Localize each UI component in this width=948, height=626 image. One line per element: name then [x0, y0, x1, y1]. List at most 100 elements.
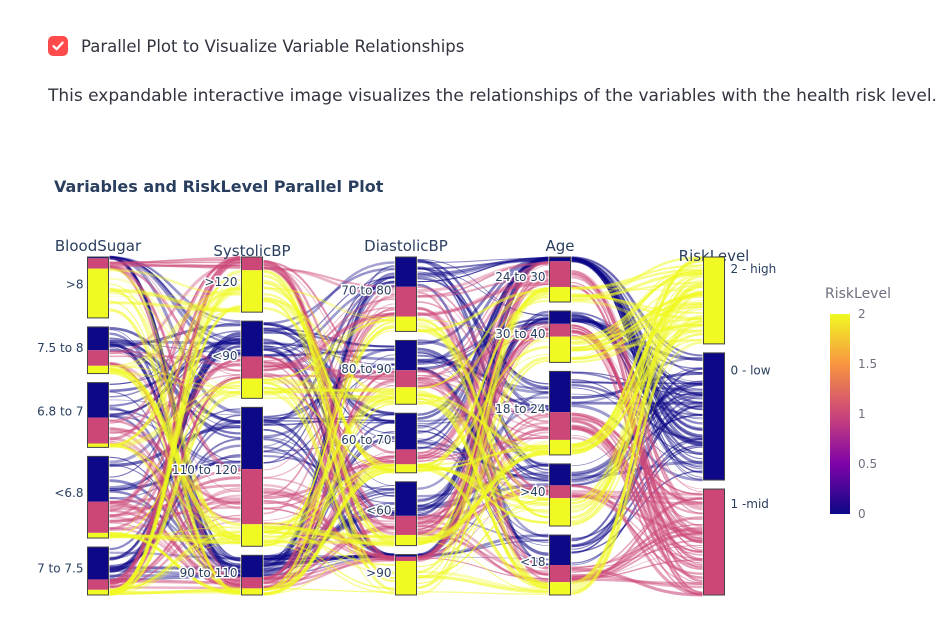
ribbon-line: [109, 345, 241, 462]
category-bar[interactable]: 90 to 110: [178, 554, 263, 596]
ribbon-line: [109, 264, 241, 267]
ribbon-line: [263, 287, 395, 321]
category-outline: [241, 256, 263, 313]
category-bar[interactable]: 70 to 80: [340, 256, 417, 332]
ribbon-line: [417, 394, 549, 589]
category-outline: [549, 310, 571, 363]
ribbon-line: [417, 319, 549, 342]
checkbox-checked-icon[interactable]: [48, 36, 68, 56]
category-segment: [395, 316, 417, 332]
category-bar[interactable]: 30 to 40: [494, 310, 571, 363]
ribbon-line: [571, 293, 703, 321]
category-segment: [395, 464, 417, 473]
ribbon-line: [417, 318, 549, 365]
ribbon-line: [109, 393, 241, 596]
ribbon-line: [571, 412, 703, 531]
ribbon-line: [263, 277, 395, 351]
ribbon-line: [263, 395, 395, 590]
ribbon-line: [417, 257, 549, 443]
ribbon-line: [263, 387, 395, 392]
category-outline: [703, 488, 725, 596]
ribbon-line: [417, 396, 549, 587]
category-segment: [703, 352, 725, 481]
category-segment: [549, 498, 571, 527]
category-segment: [395, 387, 417, 405]
category-bar[interactable]: <18: [519, 534, 571, 596]
category-segment: [395, 534, 417, 546]
category-segment: [87, 532, 109, 539]
category-outline: [241, 554, 263, 596]
ribbon-line: [109, 496, 241, 561]
category-label: >40: [520, 485, 545, 499]
category-label: 90 to 110: [180, 566, 238, 580]
ribbon-line: [263, 364, 395, 375]
category-bar[interactable]: 6.8 to 7: [36, 382, 109, 448]
ribbon-line: [263, 324, 395, 590]
ribbon-line: [263, 381, 395, 583]
axes-layer: BloodSugar >8 7.5 to 8 6.8 to 7 <6.8 7 to 7.5…: [36, 237, 778, 596]
ribbon-line: [571, 383, 703, 441]
dimension-label: RiskLevel: [679, 247, 750, 265]
category-bar[interactable]: 18 to 24: [494, 370, 571, 456]
ribbon-line: [263, 260, 395, 377]
ribbon-line: [417, 292, 549, 473]
category-bar[interactable]: 80 to 90: [340, 339, 417, 405]
category-bar[interactable]: <90: [211, 320, 263, 399]
ribbon-line: [417, 286, 549, 423]
dimension-label: DiastolicBP: [364, 237, 448, 255]
ribbon-line: [417, 358, 549, 395]
ribbon-line: [109, 490, 241, 578]
ribbon-line: [571, 494, 703, 575]
checkbox-label[interactable]: Parallel Plot to Visualize Variable Rela…: [81, 36, 465, 56]
category-bar[interactable]: 60 to 70: [340, 412, 417, 474]
plot-title: Variables and RiskLevel Parallel Plot: [54, 177, 384, 196]
ribbon-line: [417, 259, 549, 389]
ribbon-line: [109, 476, 241, 523]
ribbon-line: [417, 272, 549, 380]
category-segment: [549, 371, 571, 413]
ribbon-line: [109, 349, 241, 415]
ribbon-line: [263, 298, 395, 396]
category-label: <90: [212, 349, 237, 363]
ribbon-line: [417, 557, 549, 580]
ribbon-line: [263, 392, 395, 547]
ribbon-line: [263, 454, 395, 581]
category-segment: [241, 257, 263, 271]
ribbon-line: [417, 267, 549, 471]
category-bar[interactable]: 7.5 to 8: [36, 326, 109, 375]
ribbon-line: [109, 337, 241, 439]
category-bar[interactable]: <60: [365, 481, 417, 547]
category-segment: [395, 556, 417, 561]
ribbon-line: [109, 376, 241, 585]
ribbon-line: [263, 342, 395, 361]
ribbon-line: [571, 532, 703, 569]
ribbon-line: [263, 313, 395, 372]
ribbon-line: [109, 419, 241, 521]
ribbon-line: [571, 490, 703, 496]
category-bar[interactable]: >8: [64, 256, 109, 319]
category-bar[interactable]: >120: [203, 256, 263, 313]
category-segment: [241, 588, 263, 595]
risk-plot-checkbox[interactable]: Parallel Plot to Visualize Variable Rela…: [48, 34, 464, 58]
category-bar[interactable]: 24 to 30: [494, 256, 571, 303]
category-bar[interactable]: 1 -mid: [703, 488, 770, 596]
ribbon-line: [417, 301, 549, 429]
category-bar[interactable]: 2 - high: [703, 256, 778, 345]
category-segment: [703, 489, 725, 595]
ribbon-line: [109, 533, 241, 596]
category-bar[interactable]: >40: [519, 463, 571, 527]
category-segment: [241, 469, 263, 525]
ribbon-line: [571, 333, 703, 510]
category-bar[interactable]: >90: [365, 554, 417, 596]
category-bar[interactable]: <6.8: [53, 455, 109, 539]
category-outline: [703, 256, 725, 345]
ribbon-line: [263, 269, 395, 539]
ribbon-line: [263, 400, 395, 534]
category-bar[interactable]: 110 to 120: [171, 406, 263, 547]
category-outline: [395, 554, 417, 596]
ribbon-line: [417, 430, 549, 537]
category-bar[interactable]: 7 to 7.5: [36, 546, 109, 596]
category-bar[interactable]: 0 - low: [703, 352, 772, 481]
ribbon-line: [417, 261, 549, 293]
